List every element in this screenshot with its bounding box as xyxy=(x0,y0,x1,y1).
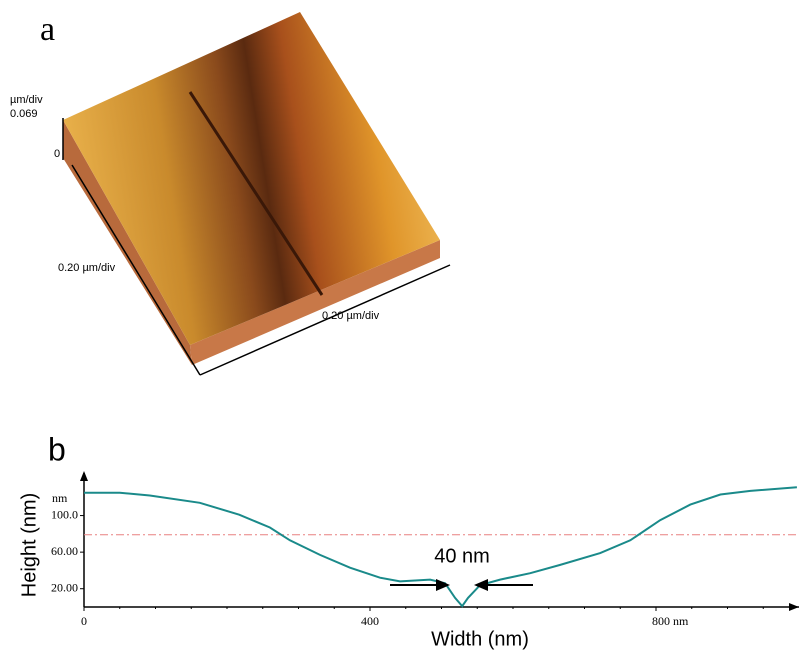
y-tick-label: 20.00 xyxy=(51,580,78,594)
panel-label: b xyxy=(48,431,66,467)
y-scale: 0.20 µm/div xyxy=(58,262,116,274)
figure: a µm/div 0.069 0 0.20 µm/div 0.20 µm/div… xyxy=(0,0,801,657)
x-axis-arrow xyxy=(789,603,799,611)
arrow-left-head xyxy=(436,579,450,591)
x-tick-label: 400 xyxy=(361,614,379,628)
y-axis-title: Height (nm) xyxy=(18,493,40,597)
page: {"panel_a": {"label": "a", "z_unit": "µm… xyxy=(0,0,801,657)
z-max: 0.069 xyxy=(10,108,38,120)
z-unit: µm/div xyxy=(10,94,43,106)
y-axis-arrow xyxy=(80,471,88,481)
x-tick-label: 0 xyxy=(81,614,87,628)
panel-label: a xyxy=(40,11,55,48)
y-unit: nm xyxy=(52,491,68,505)
z-min: 0 xyxy=(54,148,60,160)
profile-chart: b nm Height (nm) Width (nm) 20.00 60.00 100.0 0… xyxy=(18,431,799,650)
annotation: 40 nm xyxy=(434,545,490,567)
y-tick-label: 60.00 xyxy=(51,544,78,558)
x-axis-title: Width (nm) xyxy=(431,628,529,650)
y-tick-label: 100.0 xyxy=(51,507,78,521)
x-tick-label: 800 nm xyxy=(652,614,689,628)
x-scale: 0.20 µm/div xyxy=(322,310,380,322)
afm-3d-image xyxy=(63,12,450,375)
